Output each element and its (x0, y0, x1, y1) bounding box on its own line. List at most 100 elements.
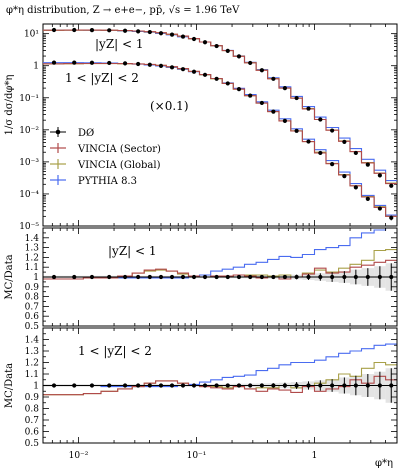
series-data-2-point (353, 185, 358, 190)
y-tick-label: 1.2 (25, 359, 39, 369)
legend-label-pythia: PYTHIA 8.3 (78, 176, 137, 187)
y-tick-label: 1 (33, 62, 39, 72)
x-tick-label: 10⁻² (69, 451, 89, 461)
ratio-data-point (214, 383, 219, 388)
ratio-plot-area (43, 343, 397, 403)
series-data-1-point (107, 28, 112, 33)
ratio-data-point (248, 274, 253, 280)
y-tick-label: 0.9 (25, 393, 40, 403)
ratio-data-point (365, 383, 370, 388)
series-data-2-point (180, 67, 186, 72)
ratio-data-point (377, 274, 382, 280)
ratio-data-point (180, 383, 186, 388)
ratio-data-point (248, 383, 253, 388)
main-panel: 10⁻⁵ 10⁻⁴ 10⁻³ 10⁻² 10⁻¹ 1 10¹ 1/σ dσ/dφ*η |yZ| … (4, 23, 398, 232)
series-data-2-point (342, 174, 347, 179)
y-tick-label: 1.4 (25, 336, 40, 346)
ratio-data-point (353, 274, 358, 280)
ratio-data-point (191, 383, 197, 388)
series-data-2-point (389, 215, 394, 220)
series-data-2-point (191, 69, 197, 74)
series-data-2-point (259, 100, 264, 106)
series-data-1-point (306, 106, 311, 111)
y-tick-label: 0.7 (25, 416, 40, 426)
series-data-1-point (377, 173, 382, 178)
series-data-1-point (259, 68, 264, 73)
ratio-data-point (158, 274, 164, 280)
series-data-2-point (377, 206, 382, 211)
ratio-data-point (294, 274, 299, 280)
y-tick-label: 0.6 (25, 312, 40, 322)
series-data-2-point (51, 60, 57, 65)
series-data-1-point (342, 139, 347, 145)
series-data-2-point (169, 65, 175, 70)
ratio-plot-area (43, 228, 397, 291)
y-tick-label: 10⁻⁴ (19, 190, 39, 200)
series-data-2-point (365, 196, 370, 202)
y-tick-label: 0.5 (25, 439, 40, 449)
ratio-panel-forward: 0.50.6 0.70.8 0.91 1.11.2 1.31.4 MC/Data 1 < |… (4, 327, 398, 449)
series-data-2-point (330, 162, 335, 167)
series-data-1-point (225, 48, 230, 53)
x-tick-label: 1 (312, 451, 318, 461)
series-data-2-point (72, 60, 77, 65)
y-tick-label: 0.9 (25, 283, 40, 293)
ratio-data-point (271, 274, 276, 280)
ratio-data-point (365, 274, 370, 280)
series-data-1-point (353, 150, 358, 156)
ratio-data-point (330, 274, 335, 280)
ratio-data-point (377, 383, 382, 388)
y-axis-title-ratio: MC/Data (4, 363, 15, 408)
series-sector-2 (43, 62, 397, 217)
series-data-2-point (158, 63, 164, 68)
series-data-1-point (318, 117, 323, 122)
series-data-1-point (294, 95, 299, 101)
ratio-data-point (180, 274, 186, 280)
ratio-data-point (342, 383, 347, 388)
annotation-scale: (×0.1) (150, 99, 189, 113)
series-data-1-point (136, 29, 141, 34)
series-pythia-2 (43, 62, 397, 216)
annotation-region-central: |yZ| < 1 (95, 37, 144, 51)
y-axis-title-main: 1/σ dσ/dφ*η (4, 75, 15, 136)
y-tick-label: 1.4 (25, 234, 40, 244)
series-data-2-point (282, 118, 287, 123)
ratio-data-point (318, 274, 323, 280)
y-tick-label: 0.8 (25, 293, 40, 303)
ratio-data-point (169, 274, 175, 280)
ratio-series-pythia (43, 228, 397, 279)
panel-frame (42, 23, 398, 227)
x-tick-label: 10⁻¹ (187, 451, 207, 461)
series-data-2-point (294, 128, 299, 133)
y-tick-label: 1 (33, 273, 39, 283)
ratio-data-point (147, 274, 152, 280)
legend-marker-data (55, 129, 61, 135)
ratio-annotation: 1 < |yZ| < 2 (78, 344, 152, 358)
ratio-data-point (306, 383, 311, 388)
ratio-data-point (122, 274, 128, 280)
series-data-1-point (214, 43, 219, 49)
series-data-1-point (72, 27, 77, 33)
ratio-data-point (236, 274, 242, 280)
ratio-data-point (318, 383, 323, 388)
series-data-1-point (282, 86, 287, 91)
series-data-1-point (180, 34, 186, 39)
series-data-2-point (89, 60, 95, 65)
ratio-data-point (259, 274, 264, 280)
series-data-2-point (236, 87, 242, 92)
ratio-data-point (294, 383, 299, 388)
ratio-data-point (214, 274, 219, 280)
ratio-data-point (225, 383, 230, 388)
ratio-data-point (342, 274, 347, 280)
legend-label-sector: VINCIA (Sector) (77, 144, 161, 155)
y-tick-label: 10⁻¹ (19, 94, 39, 104)
x-axis-title: φ*η (375, 458, 393, 469)
series-data-2-point (202, 72, 208, 77)
annotation-region-forward: 1 < |yZ| < 2 (65, 71, 139, 85)
ratio-data-point (191, 274, 197, 280)
series-data-1-point (169, 32, 175, 37)
series-data-2-point (122, 61, 128, 66)
series-data-1-point (89, 28, 95, 33)
